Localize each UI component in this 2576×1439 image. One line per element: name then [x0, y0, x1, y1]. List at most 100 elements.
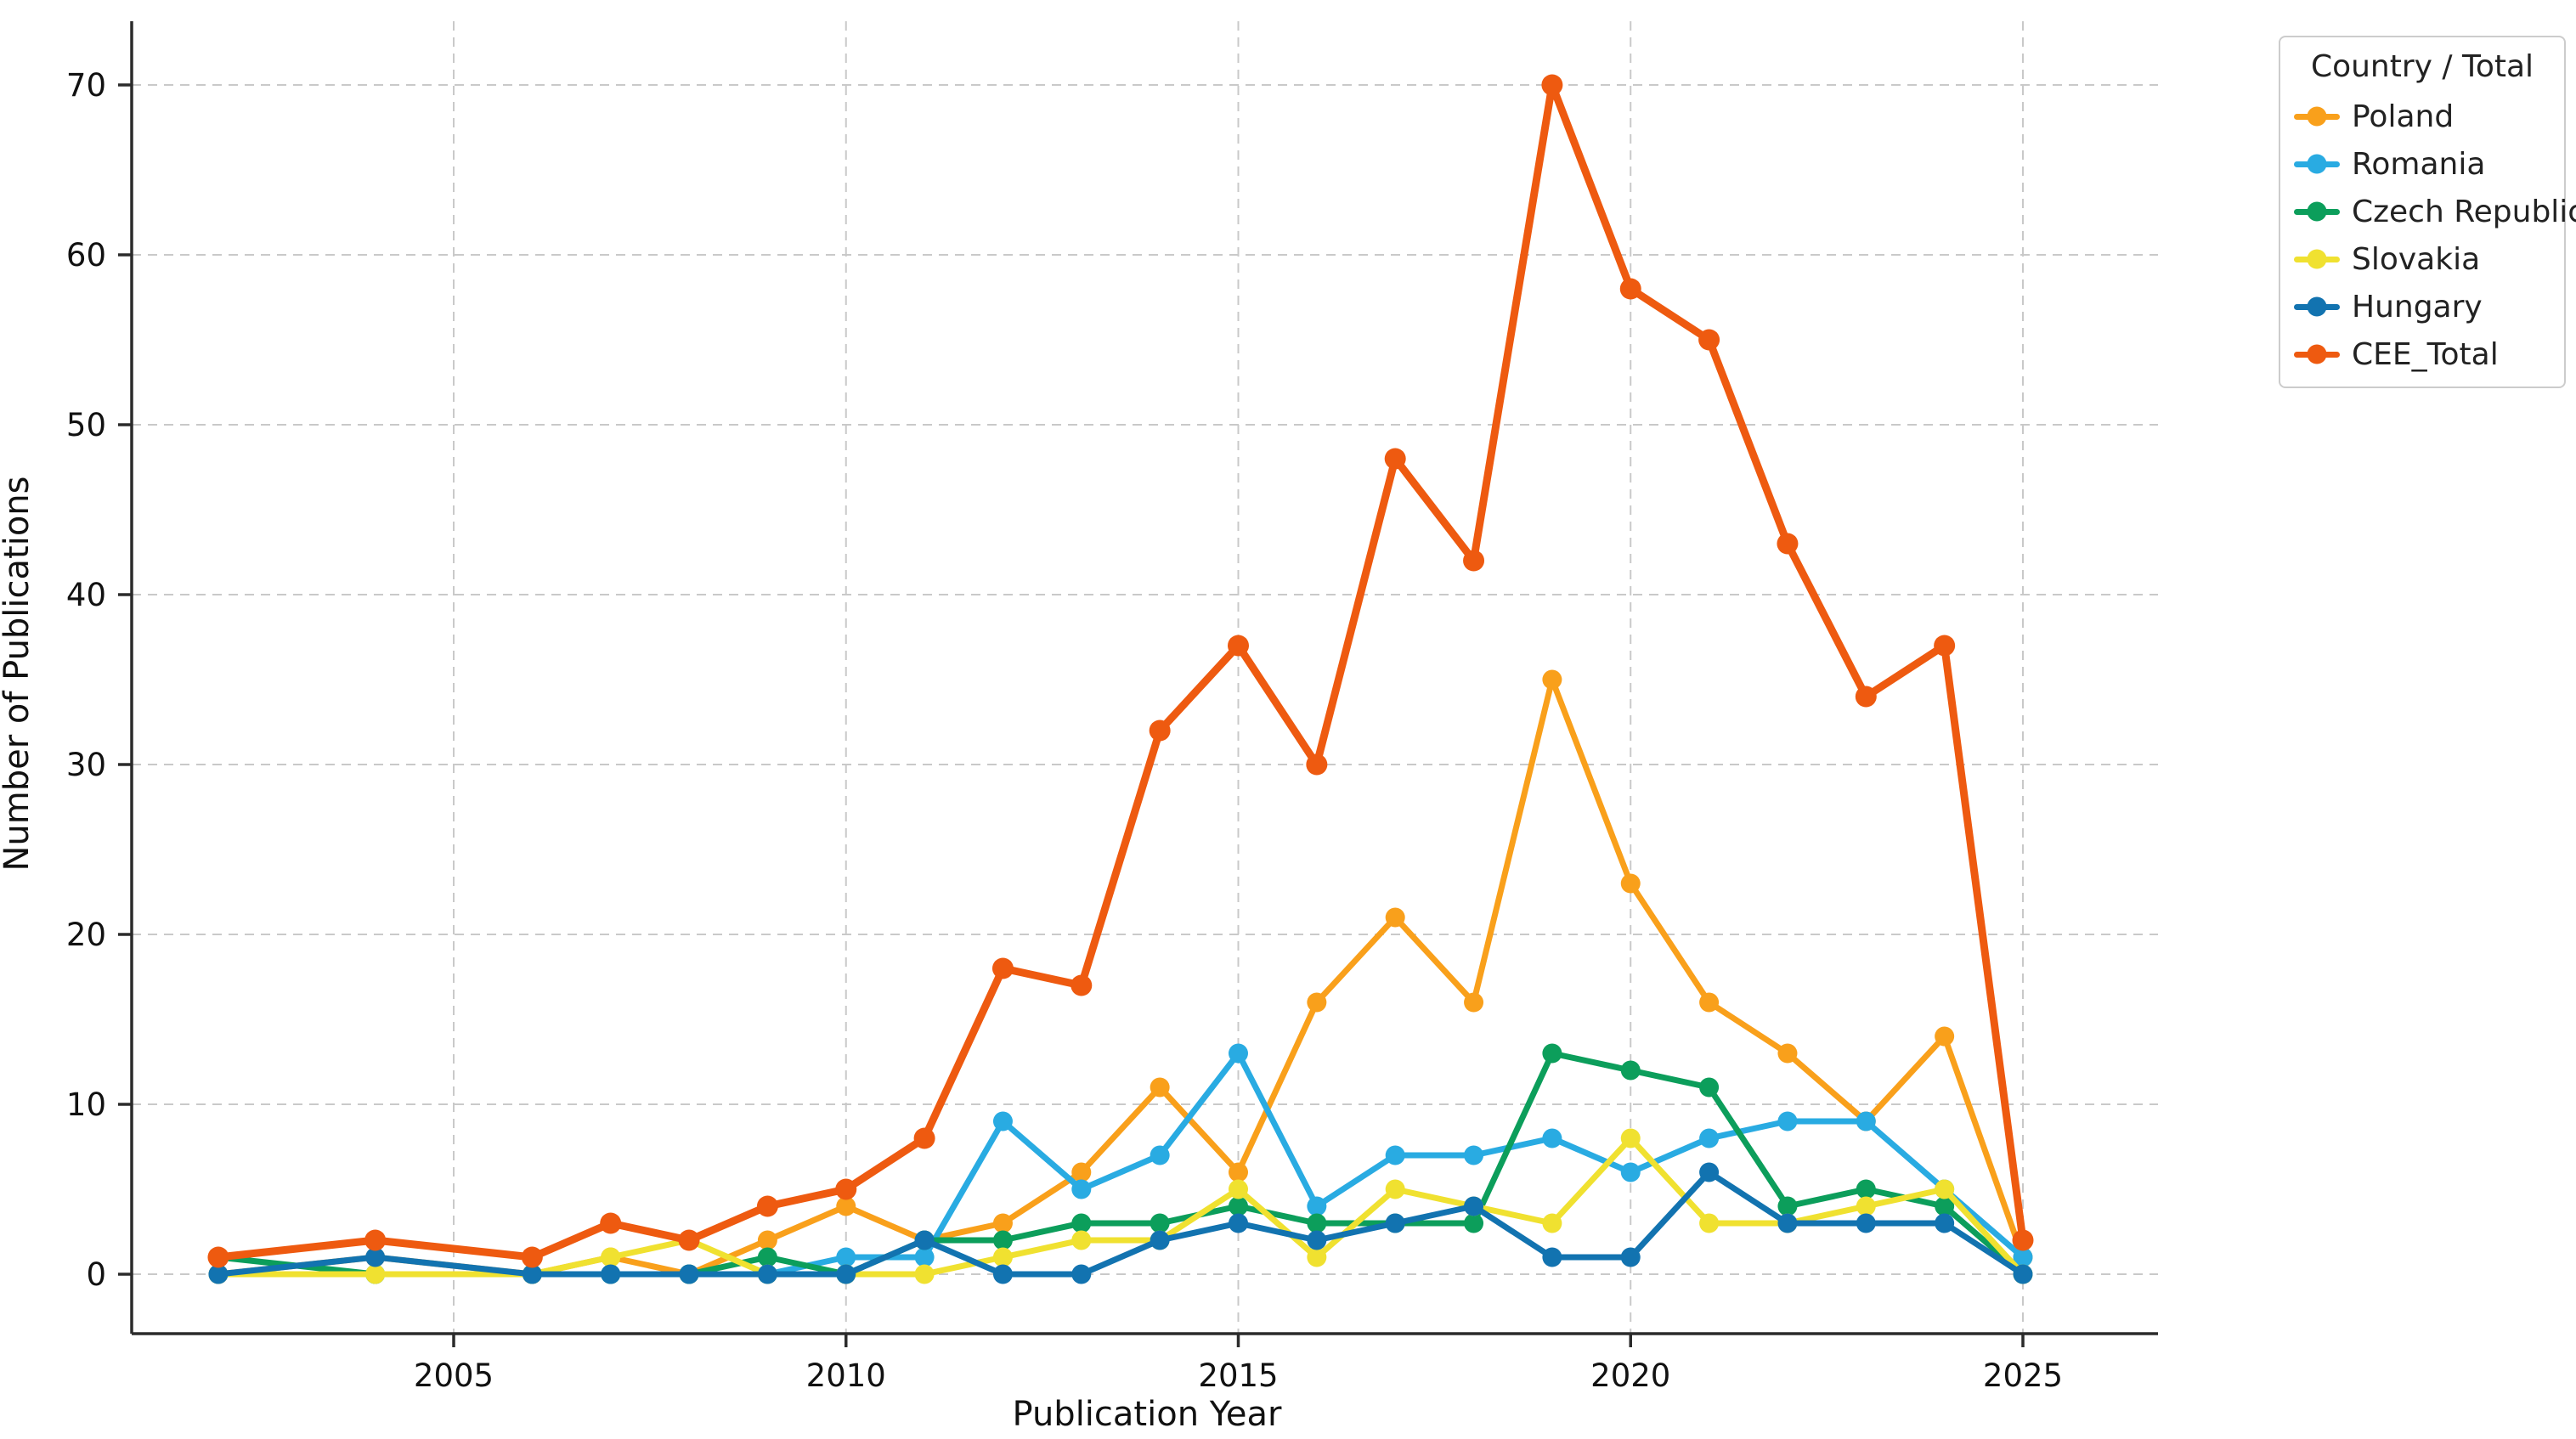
series-cee-total: [207, 74, 2034, 1268]
legend-item-label: Poland: [2352, 99, 2455, 134]
data-point: [1149, 720, 1171, 742]
data-point: [1777, 1043, 1798, 1064]
data-point: [914, 1247, 935, 1267]
legend-item-romania: Romania: [2280, 140, 2564, 188]
data-point: [1542, 1247, 1562, 1267]
legend-line-marker-swatch: [2294, 106, 2340, 127]
data-point: [1464, 1196, 1484, 1216]
data-point: [1071, 1264, 1092, 1284]
data-point: [1699, 992, 1720, 1013]
data-point: [1306, 753, 1328, 776]
data-point: [1385, 907, 1405, 928]
data-point: [1935, 1179, 1955, 1199]
data-point: [836, 1196, 856, 1216]
data-point: [208, 1264, 229, 1284]
data-point: [992, 1111, 1013, 1131]
legend-line-marker-swatch: [2294, 249, 2340, 269]
axes-spines: [130, 21, 2158, 1335]
legend-item-poland: Poland: [2280, 93, 2564, 140]
data-point: [1620, 1060, 1641, 1081]
x-tick-label: 2010: [806, 1357, 886, 1394]
y-tick-label: 70: [66, 67, 106, 104]
data-point: [678, 1229, 700, 1251]
legend-marker-dot: [2307, 344, 2327, 364]
data-point: [835, 1178, 857, 1200]
data-point: [1229, 1196, 1248, 1216]
x-tick-label: 2025: [1983, 1357, 2063, 1394]
x-tick-label: 2020: [1590, 1357, 1670, 1394]
data-point: [992, 1247, 1013, 1267]
data-point: [522, 1264, 542, 1284]
legend-line-marker-swatch: [2294, 344, 2340, 364]
data-point: [1228, 635, 1249, 657]
data-point: [364, 1229, 387, 1251]
data-point: [1620, 1128, 1641, 1148]
data-point: [1698, 329, 1720, 351]
data-point: [1229, 1179, 1248, 1199]
data-point: [1385, 1145, 1405, 1165]
legend-item-hungary: Hungary: [2280, 283, 2564, 330]
data-point: [1777, 533, 1799, 555]
data-point: [757, 1264, 777, 1284]
y-tick-label: 40: [66, 577, 106, 613]
legend-line-marker-swatch: [2294, 154, 2340, 174]
data-point: [992, 1213, 1013, 1233]
data-point: [1464, 1213, 1484, 1233]
data-point: [757, 1230, 777, 1250]
x-tick-label: 2015: [1198, 1357, 1278, 1394]
data-point: [1307, 1213, 1327, 1233]
data-point: [1699, 1077, 1720, 1098]
data-point: [1620, 1162, 1641, 1182]
data-point: [1071, 1162, 1092, 1182]
data-point: [1855, 686, 1877, 708]
data-point: [1150, 1213, 1170, 1233]
legend-line-marker-swatch: [2294, 296, 2340, 317]
legend-marker-dot: [2307, 249, 2327, 269]
data-point: [1463, 550, 1485, 572]
data-point: [1071, 1213, 1092, 1233]
data-point: [601, 1264, 621, 1284]
data-point: [1856, 1179, 1876, 1199]
legend-items: Poland Romania Czech Republic Slovakia Hunga…: [2280, 93, 2576, 378]
data-point: [1542, 669, 1562, 690]
data-point: [1150, 1077, 1170, 1098]
legend-marker-dot: [2307, 154, 2327, 174]
data-point: [1699, 1213, 1720, 1233]
data-point: [1542, 1128, 1562, 1148]
data-point: [1071, 974, 1093, 996]
data-point: [2012, 1229, 2034, 1251]
y-tick-label: 20: [66, 917, 106, 953]
data-point: [601, 1247, 621, 1267]
y-tick-label: 0: [86, 1256, 106, 1293]
y-tick-label: 50: [66, 407, 106, 443]
data-point: [1935, 1196, 1955, 1216]
data-point: [521, 1246, 543, 1268]
data-point: [1464, 1145, 1484, 1165]
legend-item-label: CEE_Total: [2352, 336, 2499, 372]
data-point: [1856, 1196, 1876, 1216]
legend-title: Country / Total: [2310, 49, 2534, 84]
data-point: [914, 1264, 935, 1284]
data-point: [1856, 1213, 1876, 1233]
x-axis-label: Publication Year: [1012, 1395, 1282, 1434]
legend-item-label: Hungary: [2352, 289, 2483, 324]
data-point: [1307, 1247, 1327, 1267]
data-point: [1307, 992, 1327, 1013]
data-point: [913, 1127, 935, 1149]
data-point: [207, 1246, 229, 1268]
y-tick-label: 10: [66, 1086, 106, 1123]
data-point: [1385, 1213, 1405, 1233]
legend-marker-dot: [2307, 201, 2327, 222]
data-point: [1935, 1026, 1955, 1047]
data-point: [1150, 1145, 1170, 1165]
data-point: [365, 1264, 386, 1284]
tick-labels: 0 10 20 30 40 50 60 70 2005 2010 2015 2020 2025: [66, 67, 2063, 1394]
data-point: [1384, 448, 1406, 470]
data-point: [1541, 74, 1563, 96]
data-point: [600, 1212, 622, 1234]
data-point: [836, 1247, 856, 1267]
data-point: [1150, 1230, 1170, 1250]
data-point: [1542, 1213, 1562, 1233]
data-point: [1619, 278, 1641, 300]
data-point: [1071, 1230, 1092, 1250]
